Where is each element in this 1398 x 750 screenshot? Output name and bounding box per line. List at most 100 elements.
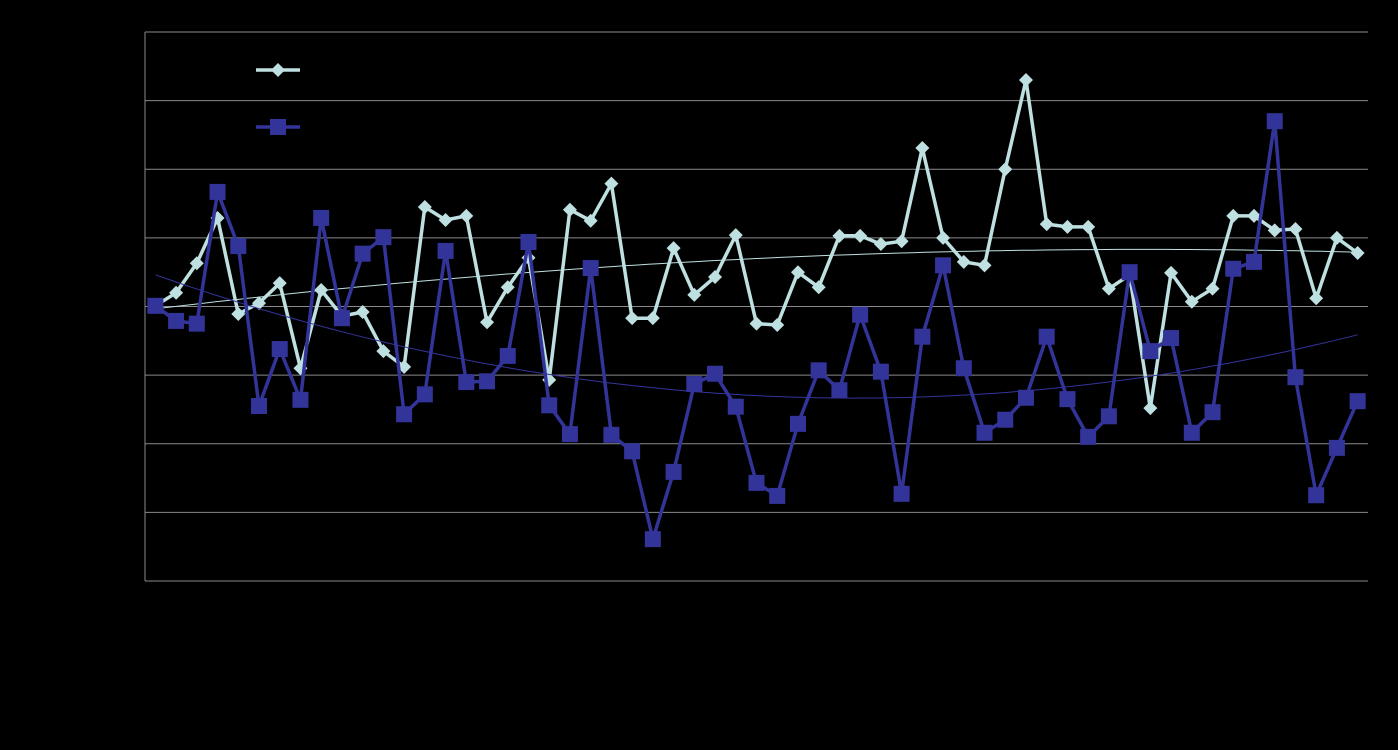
marker (188, 315, 205, 332)
marker (707, 365, 724, 382)
marker (1184, 294, 1199, 309)
marker (624, 443, 641, 460)
marker (914, 328, 931, 345)
marker (998, 162, 1013, 177)
marker (1100, 408, 1117, 425)
trendline (155, 274, 1358, 399)
marker (997, 411, 1014, 428)
marker (810, 362, 827, 379)
marker (936, 230, 951, 245)
marker (1060, 219, 1075, 234)
marker (1225, 260, 1242, 277)
marker (1246, 208, 1261, 223)
marker (1349, 393, 1366, 410)
marker (873, 237, 888, 252)
marker (189, 256, 204, 271)
marker (480, 315, 495, 330)
marker (1204, 404, 1221, 421)
marker (355, 304, 370, 319)
marker (894, 234, 909, 249)
marker (872, 363, 889, 380)
marker (1038, 328, 1055, 345)
marker (1226, 208, 1241, 223)
marker (292, 391, 309, 408)
marker (749, 316, 764, 331)
marker (1183, 424, 1200, 441)
marker (520, 233, 537, 250)
marker (789, 415, 806, 432)
marker (977, 258, 992, 273)
marker (272, 276, 287, 291)
marker (956, 254, 971, 269)
marker (831, 382, 848, 399)
marker (603, 426, 620, 443)
marker (1101, 281, 1116, 296)
marker (169, 285, 184, 300)
marker (541, 397, 558, 414)
marker (396, 406, 413, 423)
marker (1080, 428, 1097, 445)
marker (686, 376, 703, 393)
marker (976, 424, 993, 441)
marker (1328, 439, 1345, 456)
marker (1287, 369, 1304, 386)
marker (915, 140, 930, 155)
marker (562, 202, 577, 217)
marker (893, 485, 910, 502)
marker (313, 209, 330, 226)
marker (437, 242, 454, 259)
marker (582, 260, 599, 277)
marker (625, 311, 640, 326)
marker (811, 280, 826, 295)
marker (935, 257, 952, 274)
marker (1309, 291, 1324, 306)
legend-marker (271, 63, 285, 77)
legend-marker (270, 119, 286, 135)
marker (438, 213, 453, 228)
marker (1018, 73, 1033, 88)
marker (499, 347, 516, 364)
marker (271, 341, 288, 358)
marker (583, 213, 598, 228)
marker (852, 306, 869, 323)
marker (168, 312, 185, 329)
marker (1059, 391, 1076, 408)
marker (665, 463, 682, 480)
marker (479, 373, 496, 390)
marker (354, 245, 371, 262)
marker (376, 344, 391, 359)
marker (1350, 245, 1365, 260)
marker (1163, 330, 1180, 347)
marker (687, 287, 702, 302)
marker (333, 310, 350, 327)
marker (314, 283, 329, 298)
marker (645, 311, 660, 326)
trendline (155, 248, 1358, 310)
marker (666, 241, 681, 256)
marker (748, 474, 765, 491)
marker (1143, 401, 1158, 416)
marker (1081, 219, 1096, 234)
marker (1205, 281, 1220, 296)
marker (1308, 487, 1325, 504)
marker (790, 265, 805, 280)
marker (416, 386, 433, 403)
marker (417, 199, 432, 214)
marker (708, 269, 723, 284)
marker (251, 398, 268, 415)
marker (1039, 217, 1054, 232)
marker (500, 280, 515, 295)
marker (147, 297, 164, 314)
marker (955, 360, 972, 377)
marker (1121, 264, 1138, 281)
marker (1017, 389, 1034, 406)
marker (458, 373, 475, 390)
marker (769, 487, 786, 504)
marker (231, 307, 246, 322)
marker (1142, 343, 1159, 360)
marker (1164, 265, 1179, 280)
marker (832, 228, 847, 243)
marker (604, 176, 619, 191)
marker (230, 238, 247, 255)
